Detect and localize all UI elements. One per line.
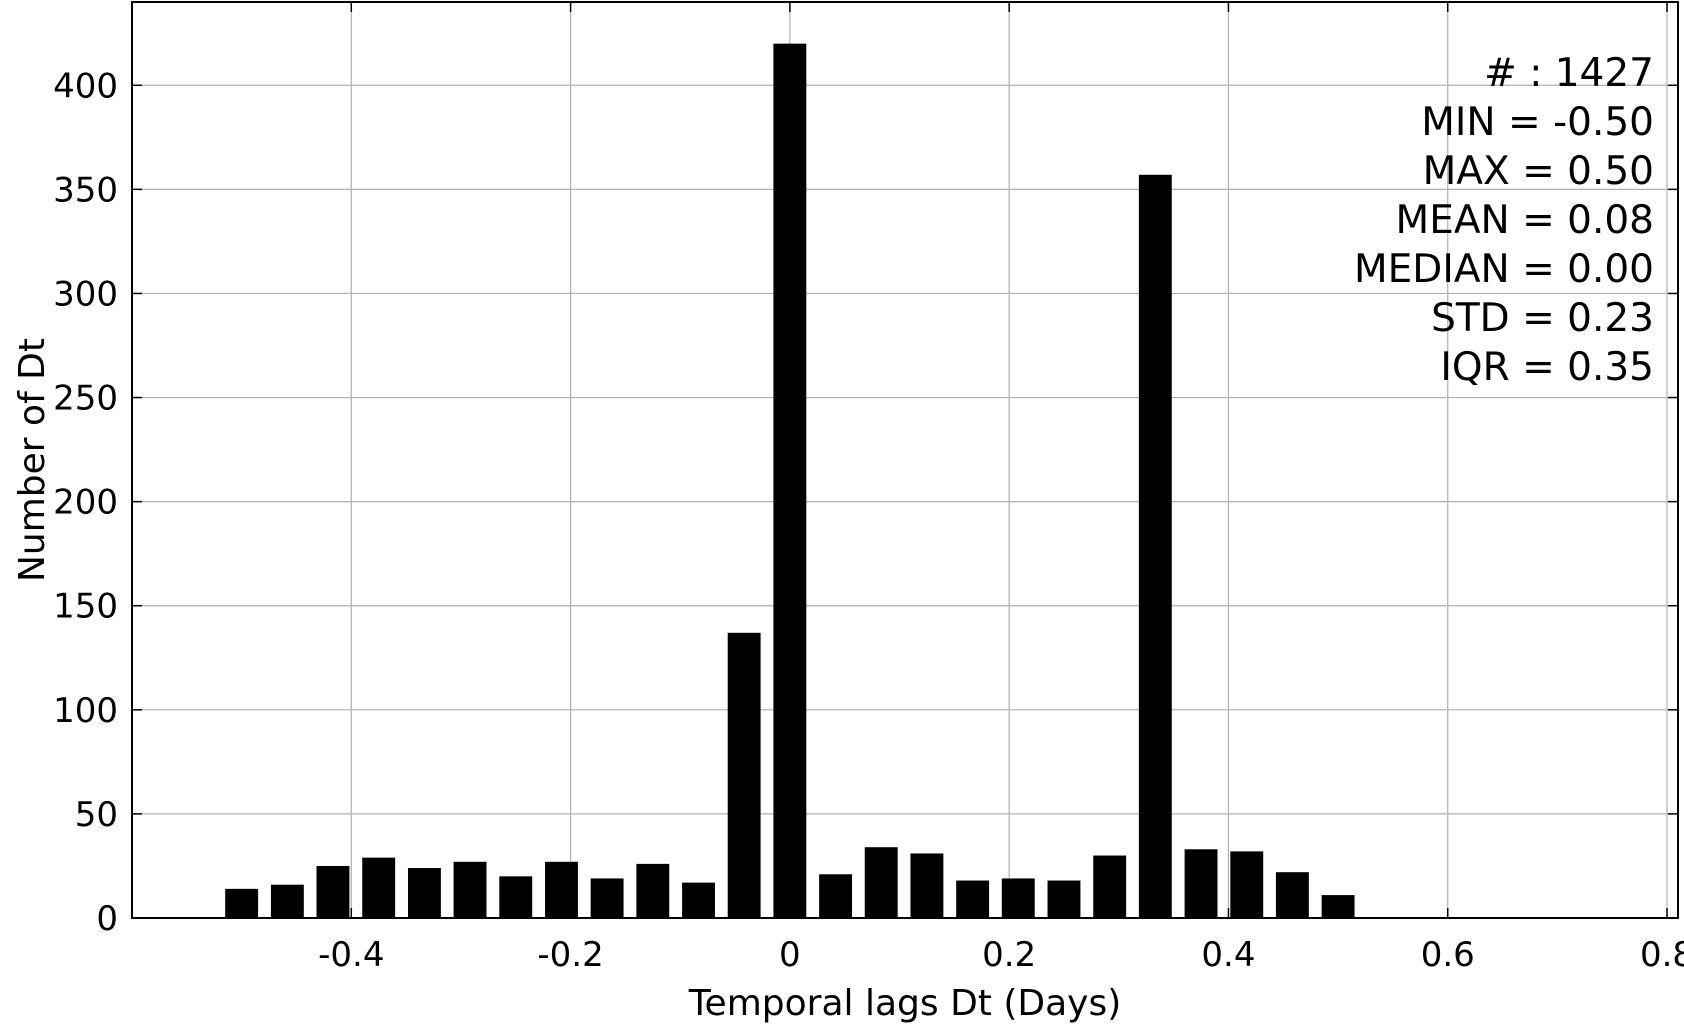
stat-line: IQR = 0.35 (1440, 345, 1654, 390)
stat-line: MAX = 0.50 (1423, 149, 1654, 194)
histogram-bar (499, 876, 533, 918)
histogram-bar (864, 847, 898, 918)
x-tick-label: 0.2 (982, 935, 1036, 975)
stat-line: MEAN = 0.08 (1396, 198, 1654, 243)
x-tick-label: -0.4 (318, 935, 384, 975)
plot-frame (131, 1, 1679, 919)
x-tick-label: 0 (779, 935, 801, 975)
y-tick-label: 350 (53, 170, 118, 210)
x-tick-labels: -0.4 -0.2 0 0.2 0.4 0.6 0.8 (318, 935, 1684, 975)
y-tick-label: 300 (53, 274, 118, 314)
y-tick-labels: 0 50 100 150 200 250 300 350 400 (53, 66, 118, 939)
histogram-bar (1230, 851, 1264, 918)
histogram-bar (1138, 174, 1172, 919)
y-tick-label: 200 (53, 483, 118, 523)
x-tick-label: 0.6 (1421, 935, 1475, 975)
histogram-bar (727, 632, 761, 918)
histogram-bar (362, 857, 396, 918)
y-tick-label: 400 (53, 66, 118, 106)
x-tick-label: 0.8 (1640, 935, 1684, 975)
histogram-bar (1321, 895, 1355, 918)
histogram-bar (682, 882, 715, 918)
histogram-bar (1001, 878, 1035, 918)
histogram-bar (956, 880, 990, 918)
y-tick-label: 50 (75, 795, 118, 835)
histogram-bar (225, 888, 259, 918)
x-axis-label: Temporal lags Dt (Days) (688, 983, 1122, 1024)
y-axis-label: Number of Dt (12, 338, 53, 582)
stat-line: MEDIAN = 0.00 (1354, 247, 1654, 292)
histogram-bar (407, 868, 441, 918)
histogram-bar (819, 874, 853, 918)
y-tick-label: 250 (53, 379, 118, 419)
grid-lines (132, 2, 1678, 918)
histogram-bar (590, 878, 624, 918)
x-tick-label: 0.4 (1201, 935, 1255, 975)
histogram-bar (270, 884, 304, 918)
histogram-bar (316, 865, 350, 918)
histogram-bar (545, 861, 578, 918)
y-tick-label: 100 (53, 691, 118, 731)
y-tick-label: 150 (53, 587, 118, 627)
stat-line: MIN = -0.50 (1421, 100, 1654, 145)
histogram-bar (453, 861, 487, 918)
histogram-bar (636, 863, 670, 918)
histogram-bar (773, 43, 807, 919)
bars (225, 43, 1355, 919)
stat-line: STD = 0.23 (1431, 296, 1654, 341)
histogram-bar (1093, 855, 1127, 918)
y-tick-label: 0 (96, 899, 118, 939)
tick-marks (132, 2, 1678, 919)
histogram-bar (1184, 849, 1218, 918)
stat-line: # : 1427 (1484, 51, 1654, 96)
histogram-bar (910, 853, 944, 918)
histogram-bar (1047, 880, 1081, 918)
x-tick-label: -0.2 (537, 935, 603, 975)
histogram-bar (1275, 872, 1309, 918)
